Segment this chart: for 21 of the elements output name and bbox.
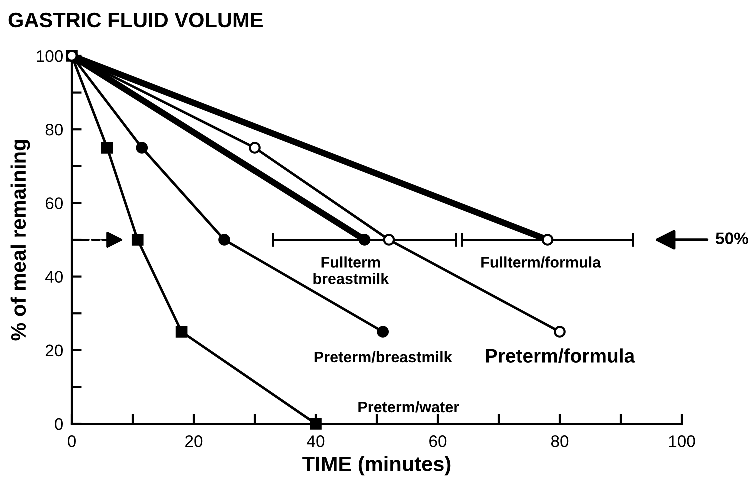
text: Preterm/water (358, 401, 460, 413)
y-tick-label: 100 (37, 50, 64, 62)
series-label: Fullterm breastmilk (314, 256, 390, 284)
x-tick-label: 20 (186, 436, 203, 448)
series-label: Preterm/breastmilk (314, 351, 452, 363)
x-tick-label: 80 (551, 436, 569, 448)
x-axis-title: TIME (minutes) (302, 456, 451, 476)
text: 50% (716, 232, 748, 244)
x-tick-label: 40 (307, 436, 325, 448)
chart-title: GASTRIC FLUID VOLUME (8, 12, 263, 28)
y-tick-label: 0 (55, 418, 64, 430)
series-label: Fullterm/formula (482, 256, 602, 268)
y-tick-label: 40 (46, 271, 64, 284)
y-axis-title: % of meal remaining (10, 140, 30, 341)
x-tick-label: 60 (430, 436, 447, 448)
x-tick-label: 100 (669, 436, 696, 448)
series-label: Preterm/formula (486, 348, 636, 364)
y-tick-label: 60 (46, 198, 64, 210)
y-tick-label: 20 (46, 344, 64, 357)
y-tick-label: 80 (46, 124, 64, 136)
x-tick-label: 0 (68, 436, 76, 448)
